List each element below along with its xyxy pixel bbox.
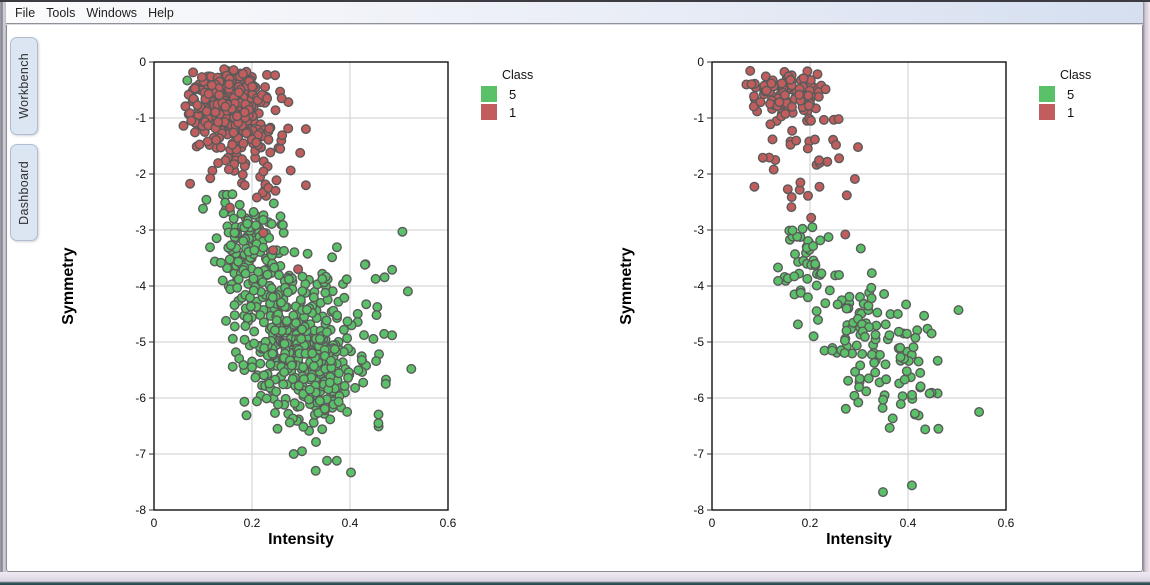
side-tab-strip: Workbench Dashboard	[10, 37, 38, 250]
y-tick-label: -7	[135, 447, 146, 461]
x-tick-label: 0	[151, 516, 158, 530]
window-frame-left	[0, 2, 6, 585]
scatter-chart-left: 0 -1 -2 -3 -4 -5 -6 -7 -8 0 0.2 0.4 0.6 Intensity Symm…	[57, 55, 557, 560]
y-tick-label: -5	[693, 335, 704, 349]
x-tick-label: 0.6	[440, 516, 457, 530]
tab-label-dashboard: Dashboard	[17, 160, 31, 225]
menu-item-tools[interactable]: Tools	[46, 5, 76, 20]
y-axis-label: Symmetry	[618, 247, 635, 324]
x-tick-label: 0.4	[342, 516, 359, 530]
x-tick-label: 0.2	[802, 516, 819, 530]
menu-item-windows[interactable]: Windows	[86, 5, 138, 20]
y-tick-label: -7	[693, 447, 704, 461]
window-frame-top	[0, 0, 1150, 2]
sidebar-tab-workbench[interactable]: Workbench	[10, 37, 38, 135]
y-tick-label: -6	[693, 391, 704, 405]
y-tick-label: 0	[139, 55, 146, 69]
y-tick-label: -8	[135, 503, 146, 517]
x-tick-label: 0	[709, 516, 716, 530]
x-tick-label: 0.2	[244, 516, 261, 530]
y-tick-label: -1	[135, 111, 146, 125]
y-tick-label: -8	[693, 503, 704, 517]
scatter-points-class-1	[741, 65, 863, 240]
y-tick-label: -5	[135, 335, 146, 349]
legend-entry-label: 1	[1067, 105, 1074, 120]
y-tick-label: -2	[135, 167, 146, 181]
y-tick-label: -2	[693, 167, 704, 181]
menu-bar: File Tools Windows Help	[6, 2, 1143, 24]
scatter-points-class-5	[772, 222, 985, 498]
scatter-chart-right: 0 -1 -2 -3 -4 -5 -6 -7 -8 0 0.2 0.4 0.6 Intensity Symm…	[615, 55, 1115, 560]
legend-swatch-class-1	[481, 104, 497, 120]
legend-entry-label: 5	[509, 87, 516, 102]
menu-item-help[interactable]: Help	[148, 5, 174, 20]
sidebar-tab-dashboard[interactable]: Dashboard	[10, 144, 38, 241]
y-tick-label: -3	[693, 223, 704, 237]
scatter-chart-right-svg: 0 -1 -2 -3 -4 -5 -6 -7 -8 0 0.2 0.4 0.6 Intensity Symm…	[618, 55, 1091, 548]
legend-entry-label: 1	[509, 105, 516, 120]
x-tick-label: 0.4	[900, 516, 917, 530]
legend-swatch-class-5	[481, 86, 497, 102]
scatter-points-class-1	[178, 64, 311, 275]
x-axis-label: Intensity	[268, 531, 334, 548]
dashboard-panel: Workbench Dashboard 0 -1 -2 -3 -4 -5 -6 -7 -8 0 0.…	[6, 25, 1143, 572]
tab-label-workbench: Workbench	[17, 53, 31, 119]
y-tick-label: -3	[135, 223, 146, 237]
legend-title: Class	[1060, 68, 1091, 82]
y-tick-label: 0	[697, 55, 704, 69]
scatter-points-class-5	[182, 75, 417, 478]
y-tick-label: -4	[135, 279, 146, 293]
menu-item-file[interactable]: File	[15, 5, 36, 20]
x-tick-label: 0.6	[998, 516, 1015, 530]
legend-title: Class	[502, 68, 533, 82]
x-axis-label: Intensity	[826, 531, 892, 548]
legend-entry-label: 5	[1067, 87, 1074, 102]
window-frame-bottom	[0, 572, 1150, 585]
legend-swatch-class-5	[1039, 86, 1055, 102]
y-tick-label: -6	[135, 391, 146, 405]
legend-swatch-class-1	[1039, 104, 1055, 120]
y-axis-label: Symmetry	[60, 247, 77, 324]
y-tick-label: -4	[693, 279, 704, 293]
y-tick-label: -1	[693, 111, 704, 125]
window-frame-right	[1143, 2, 1150, 585]
scatter-chart-left-svg: 0 -1 -2 -3 -4 -5 -6 -7 -8 0 0.2 0.4 0.6 Intensity Symm…	[60, 55, 533, 548]
